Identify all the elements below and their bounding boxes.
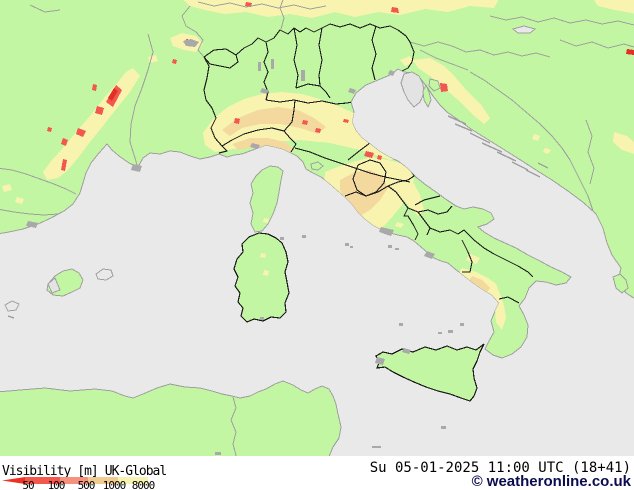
status-bar: Visibility [m] UK-Global 50 100 500 1000 8… (0, 456, 634, 490)
scale-label-500: 500 (78, 479, 95, 490)
scale-label-8000: 8000 (132, 479, 155, 490)
product-unit: [m] (77, 464, 99, 479)
corfu-island (612, 273, 629, 294)
balearic-islands (4, 268, 114, 319)
product-name: Visibility (2, 464, 71, 479)
elba-island (310, 161, 324, 171)
model-name: UK-Global (104, 464, 167, 479)
fog-extreme-layer (108, 49, 634, 101)
scale-label-100: 100 (48, 479, 65, 490)
region-borders (203, 23, 534, 304)
cres-island (422, 83, 432, 109)
product-title: Visibility [m] UK-Global (2, 464, 173, 479)
cities-and-lakes (26, 39, 464, 455)
krk-island (428, 78, 441, 92)
north-africa-coast (0, 380, 342, 456)
fog-shading (0, 0, 634, 456)
scale-arrow (2, 477, 25, 484)
scale-label-1000: 1000 (103, 479, 126, 490)
dalmatian-islands (447, 115, 549, 178)
weather-map (0, 0, 634, 456)
istria-peninsula (400, 71, 425, 108)
lake-balaton-outline (511, 25, 537, 34)
visibility-color-scale: 50 100 500 1000 8000 (2, 477, 156, 490)
copyright-link[interactable]: © weatheronline.co.uk (471, 473, 631, 490)
run-datetime-label: Su 05-01-2025 11:00 UTC (18+41) (369, 460, 631, 476)
sardinia (233, 232, 290, 323)
scale-label-50: 50 (22, 479, 34, 490)
country-borders (0, 0, 634, 456)
